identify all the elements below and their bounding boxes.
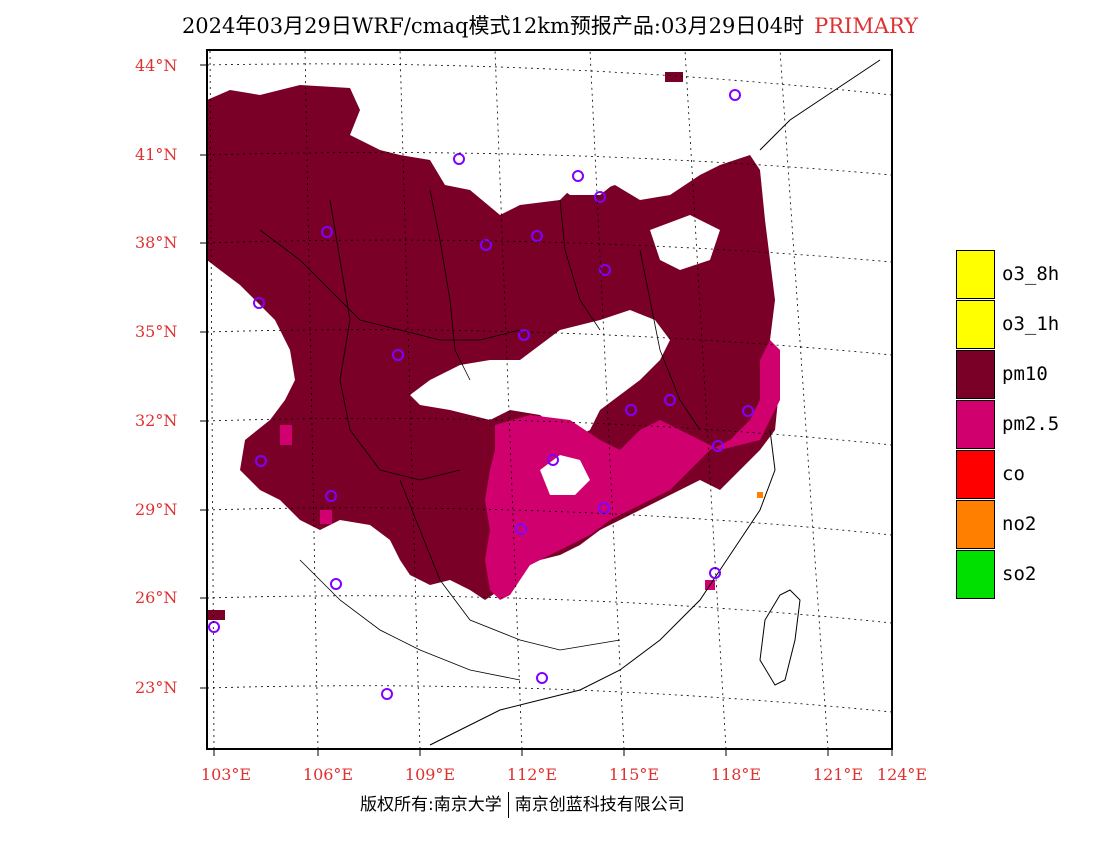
station-marker [480, 239, 492, 251]
legend-label: pm2.5 [1002, 413, 1060, 435]
legend-swatch [956, 400, 995, 449]
legend-swatch [956, 550, 995, 599]
station-marker [572, 170, 584, 182]
legend-label: o3_1h [1002, 313, 1060, 335]
station-marker [547, 454, 559, 466]
lat-label: 38°N [135, 233, 178, 252]
legend-label: co [1002, 463, 1025, 485]
graticule [207, 50, 892, 749]
legend-swatch [956, 300, 995, 349]
station-marker [208, 621, 220, 633]
station-marker [515, 523, 527, 535]
legend: o3_8h o3_1h pm10 pm2.5 co no2 so2 [956, 250, 1076, 600]
legend-label: o3_8h [1002, 263, 1060, 285]
legend-item-so2: so2 [956, 550, 1076, 600]
station-marker [381, 688, 393, 700]
axis-ticks [200, 64, 893, 756]
title-text: 2024年03月29日WRF/cmaq模式12km预报产品:03月29日04时 [181, 14, 805, 38]
station-marker [664, 394, 676, 406]
title-tag: PRIMARY [814, 14, 919, 38]
legend-item-o3-8h: o3_8h [956, 250, 1076, 300]
station-marker [325, 490, 337, 502]
pm25-spot [280, 425, 292, 445]
legend-label: so2 [1002, 563, 1037, 585]
pm25-spot [320, 510, 332, 524]
copyright-separator [507, 792, 509, 818]
station-marker [453, 153, 465, 165]
station-marker [518, 329, 530, 341]
station-marker [321, 226, 333, 238]
lat-label: 35°N [135, 322, 178, 341]
lon-label: 106°E [302, 765, 354, 784]
copyright-left: 版权所有:南京大学 [360, 795, 502, 815]
station-marker [253, 297, 265, 309]
province-boundaries [259, 189, 701, 681]
legend-item-pm10: pm10 [956, 350, 1076, 400]
lon-label: 124°E [876, 765, 928, 784]
taiwan-outline [759, 589, 801, 686]
lat-label: 23°N [135, 678, 178, 697]
lat-label: 29°N [135, 500, 178, 519]
legend-swatch [956, 250, 995, 299]
lat-label: 26°N [135, 588, 178, 607]
lat-label: 44°N [135, 56, 178, 75]
lon-label: 112°E [506, 765, 558, 784]
clear-area-northeast [540, 140, 625, 195]
map-title: 2024年03月29日WRF/cmaq模式12km预报产品:03月29日04时 P… [0, 10, 1100, 40]
lon-label: 121°E [812, 765, 864, 784]
legend-item-pm25: pm2.5 [956, 400, 1076, 450]
pm25-region [485, 340, 780, 600]
copyright-footer: 版权所有:南京大学 南京创蓝科技有限公司 [360, 790, 685, 818]
station-marker [625, 404, 637, 416]
legend-label: no2 [1002, 513, 1037, 535]
station-marker [531, 230, 543, 242]
legend-item-no2: no2 [956, 500, 1076, 550]
copyright-right: 南京创蓝科技有限公司 [514, 795, 685, 815]
station-marker [594, 191, 606, 203]
legend-swatch [956, 450, 995, 499]
no2-spot [757, 492, 763, 498]
legend-item-co: co [956, 450, 1076, 500]
station-marker [598, 502, 610, 514]
lon-label: 109°E [404, 765, 456, 784]
station-marker [255, 455, 267, 467]
clear-area-central [410, 310, 670, 440]
clear-area-east [650, 215, 720, 270]
station-marker [536, 672, 548, 684]
legend-label: pm10 [1002, 363, 1048, 385]
legend-item-o3-1h: o3_1h [956, 300, 1076, 350]
lon-label: 115°E [608, 765, 660, 784]
lat-label: 41°N [135, 145, 178, 164]
station-marker [729, 89, 741, 101]
legend-swatch [956, 500, 995, 549]
pm10-spot [207, 610, 225, 620]
legend-swatch [956, 350, 995, 399]
station-marker [330, 578, 342, 590]
lon-label: 118°E [710, 765, 762, 784]
station-marker [599, 264, 611, 276]
lat-label: 32°N [135, 411, 178, 430]
lon-label: 103°E [200, 765, 252, 784]
coastline [429, 59, 881, 746]
pm10-spot [665, 72, 683, 82]
station-marker [392, 349, 404, 361]
station-marker [742, 405, 754, 417]
map-frame [206, 49, 893, 750]
station-marker [712, 440, 724, 452]
